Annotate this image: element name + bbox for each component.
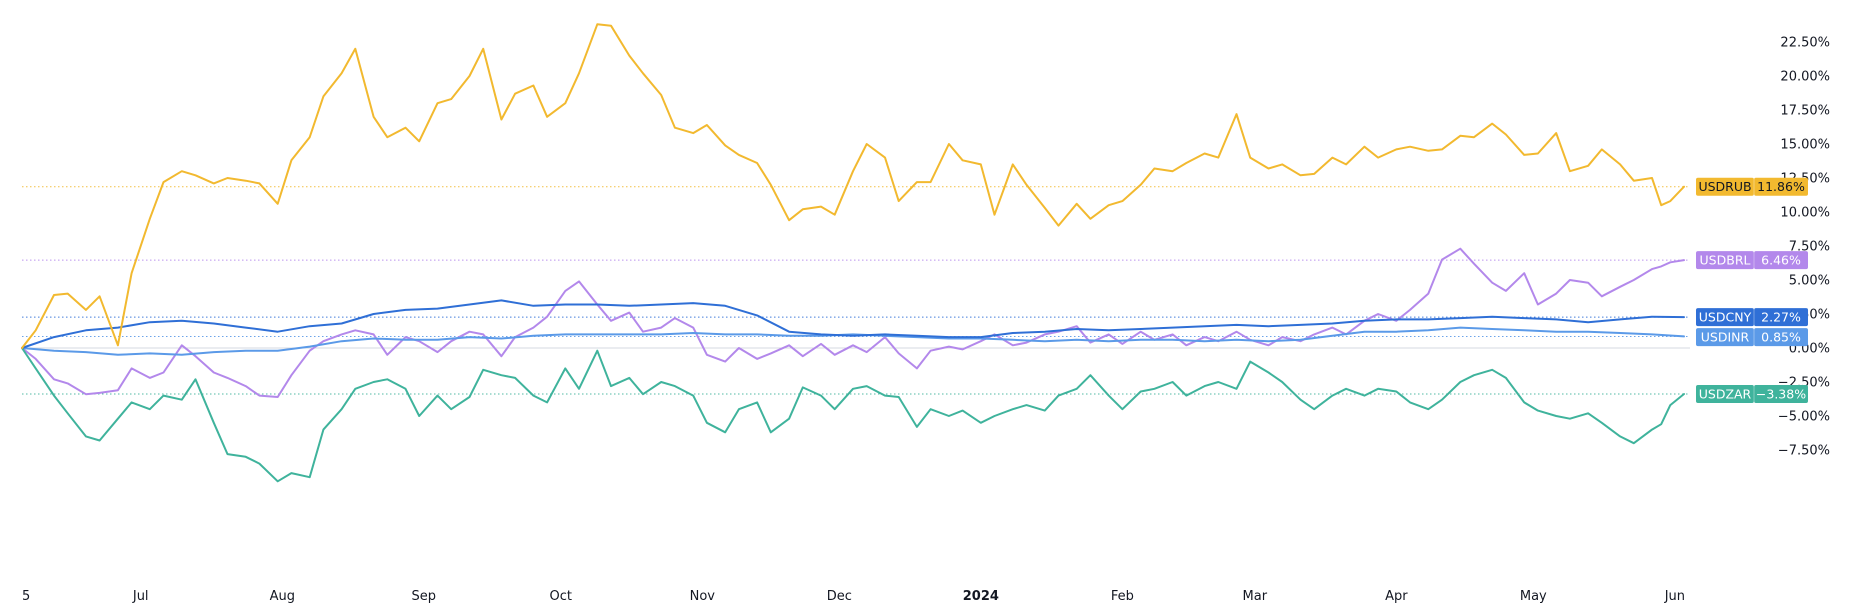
x-tick-label: May [1520, 589, 1547, 604]
badge-last-value: 6.46% [1761, 253, 1801, 268]
y-tick-label: 10.00% [1780, 206, 1830, 221]
y-tick-label: −5.00% [1778, 410, 1830, 425]
series-line-usdzar[interactable] [21, 347, 1685, 483]
badge-value-bg [1754, 308, 1808, 327]
y-tick-label: 17.50% [1780, 104, 1830, 119]
y-tick-label: 7.50% [1789, 240, 1830, 255]
badge-usdzar[interactable]: USDZAR −3.38% [1696, 384, 1808, 403]
badge-name-bg [1696, 328, 1754, 347]
badge-usdrub[interactable]: USDRUB 11.86% [1696, 177, 1808, 196]
series-line-usdinr[interactable] [21, 326, 1685, 356]
badge-series-name: USDZAR [1699, 386, 1752, 401]
badge-usdinr[interactable]: USDINR 0.85% [1696, 328, 1808, 347]
x-tick-label: 5 [22, 589, 30, 604]
badge-name-bg [1696, 308, 1754, 327]
series-line-usdbrl[interactable] [21, 247, 1685, 398]
x-tick-label: Dec [827, 589, 852, 604]
last-value-badges: USDRUB 11.86% USDBRL 6.46% USDCNY 2.27% USDINR… [1696, 177, 1808, 403]
last-value-guides [22, 186, 1690, 395]
badge-value-bg [1754, 251, 1808, 270]
badge-last-value: 0.85% [1761, 330, 1801, 345]
x-tick-label: Jul [132, 589, 149, 604]
x-tick-label: Oct [550, 589, 572, 604]
x-tick-label: Feb [1111, 589, 1134, 604]
badge-usdcny[interactable]: USDCNY 2.27% [1696, 308, 1808, 327]
x-axis-ticks: 5 Jul Aug Sep Oct Nov Dec 2024 Feb Mar Apr May Jun [22, 589, 1685, 604]
y-tick-label: 15.00% [1780, 138, 1830, 153]
x-tick-label: Nov [690, 589, 716, 604]
series-line-usdrub[interactable] [21, 23, 1685, 349]
badge-last-value: −3.38% [1756, 386, 1806, 401]
badge-series-name: USDBRL [1700, 253, 1751, 268]
y-tick-label: 5.00% [1789, 274, 1830, 289]
series-line-usdcny[interactable] [21, 299, 1685, 349]
x-tick-label: Mar [1243, 589, 1268, 604]
x-tick-label: 2024 [963, 589, 999, 604]
badge-series-name: USDINR [1701, 330, 1750, 345]
series-lines [21, 23, 1685, 483]
badge-name-bg [1696, 251, 1754, 270]
x-tick-label: Apr [1385, 589, 1408, 604]
y-tick-label: 22.50% [1780, 36, 1830, 51]
badge-series-name: USDCNY [1699, 310, 1752, 325]
badge-usdbrl[interactable]: USDBRL 6.46% [1696, 251, 1808, 270]
badge-name-bg [1696, 384, 1754, 403]
badge-value-bg [1754, 177, 1808, 196]
badge-series-name: USDRUB [1698, 179, 1751, 194]
badge-value-bg [1754, 328, 1808, 347]
badge-last-value: 2.27% [1761, 310, 1801, 325]
x-tick-label: Aug [270, 589, 295, 604]
y-tick-label: −7.50% [1778, 444, 1830, 459]
x-tick-label: Jun [1664, 589, 1685, 604]
badge-value-bg [1754, 384, 1808, 403]
x-tick-label: Sep [412, 589, 437, 604]
badge-name-bg [1696, 177, 1754, 196]
y-tick-label: 20.00% [1780, 70, 1830, 85]
badge-last-value: 11.86% [1757, 179, 1805, 194]
